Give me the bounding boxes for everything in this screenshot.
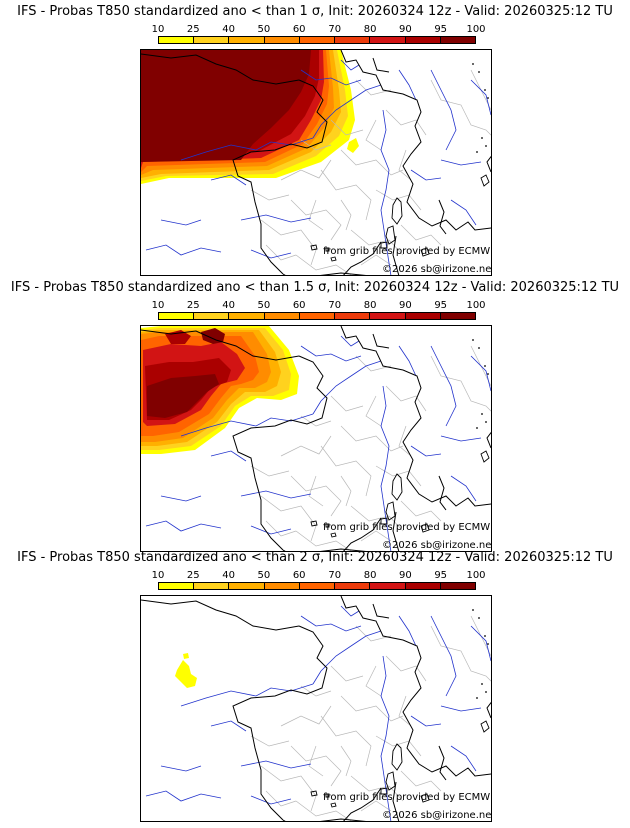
legend-swatch (194, 37, 230, 43)
legend-swatch (264, 37, 300, 43)
legend-tick: 100 (466, 24, 486, 35)
legend-tick: 25 (186, 24, 200, 35)
legend-tick: 90 (399, 300, 412, 311)
legend-tick: 25 (186, 300, 200, 311)
legend-tick: 95 (434, 24, 448, 35)
panel-title: IFS - Probas T850 standardized ano < tha… (17, 4, 613, 19)
legend-tick: 90 (399, 24, 412, 35)
legend-swatch (299, 313, 336, 319)
legend-colorbar (158, 312, 476, 320)
legend-swatch (194, 583, 230, 589)
source-credit: from grib files provided by ECMWF (323, 522, 492, 533)
legend-swatch (159, 37, 195, 43)
legend-colorbar (158, 36, 476, 44)
legend-tick: 70 (328, 300, 342, 311)
legend-tick: 40 (222, 570, 235, 581)
legend-tick: 60 (292, 300, 306, 311)
probability-map: from grib files provided by ECMWF ©2026 … (140, 49, 492, 276)
legend-tick: 10 (151, 570, 165, 581)
legend-tick: 95 (434, 300, 448, 311)
legend-swatch (335, 313, 371, 319)
legend-tick: 40 (222, 24, 235, 35)
legend-swatch (229, 313, 265, 319)
legend-tick: 10 (151, 300, 165, 311)
legend-tick: 100 (466, 300, 486, 311)
legend-tick: 80 (363, 570, 377, 581)
probability-field (141, 50, 359, 184)
legend-tick: 90 (399, 570, 412, 581)
legend-swatch (440, 313, 475, 319)
legend-swatch (405, 313, 441, 319)
legend-tick: 70 (328, 570, 342, 581)
legend-swatch (335, 583, 371, 589)
legend-tick: 100 (466, 570, 486, 581)
legend-swatch (194, 313, 230, 319)
panel-1-5-sigma: IFS - Probas T850 standardized ano < tha… (0, 276, 630, 552)
probability-legend: 10 25 40 50 60 70 80 90 95 100 (152, 24, 486, 48)
legend-swatch (299, 37, 336, 43)
copyright-credit: ©2026 sb@irizone.net (382, 810, 492, 821)
probability-field (141, 326, 299, 454)
legend-swatch (440, 37, 475, 43)
legend-tick: 50 (257, 570, 271, 581)
legend-swatch (264, 583, 300, 589)
legend-tick: 70 (328, 24, 342, 35)
legend-swatch (405, 583, 441, 589)
legend-tick: 80 (363, 300, 377, 311)
source-credit: from grib files provided by ECMWF (323, 246, 492, 257)
probability-map: from grib files provided by ECMWF ©2026 … (140, 325, 492, 552)
legend-tick: 40 (222, 300, 235, 311)
probability-field (175, 653, 197, 688)
probability-legend: 10 25 40 50 60 70 80 90 95 100 (152, 570, 486, 594)
legend-swatch (335, 37, 371, 43)
legend-swatch (159, 313, 195, 319)
legend-swatch (229, 37, 265, 43)
probability-map: from grib files provided by ECMWF ©2026 … (140, 595, 492, 822)
legend-tick: 60 (292, 24, 306, 35)
copyright-credit: ©2026 sb@irizone.net (382, 264, 492, 275)
panel-title: IFS - Probas T850 standardized ano < tha… (17, 550, 613, 565)
legend-swatch (440, 583, 475, 589)
legend-swatch (229, 583, 265, 589)
panel-title: IFS - Probas T850 standardized ano < tha… (10, 280, 620, 295)
legend-swatch (405, 37, 441, 43)
copyright-credit: ©2026 sb@irizone.net (382, 540, 492, 551)
legend-tick: 10 (151, 24, 165, 35)
source-credit: from grib files provided by ECMWF (323, 792, 492, 803)
legend-swatch (370, 37, 406, 43)
legend-tick: 95 (434, 570, 448, 581)
legend-tick: 25 (186, 570, 200, 581)
legend-colorbar (158, 582, 476, 590)
legend-swatch (299, 583, 336, 589)
legend-tick: 50 (257, 24, 271, 35)
legend-swatch (264, 313, 300, 319)
legend-tick: 50 (257, 300, 271, 311)
legend-swatch (370, 313, 406, 319)
legend-tick: 80 (363, 24, 377, 35)
legend-swatch (370, 583, 406, 589)
panel-2-sigma: IFS - Probas T850 standardized ano < tha… (0, 546, 630, 822)
legend-tick: 60 (292, 570, 306, 581)
panel-1-sigma: IFS - Probas T850 standardized ano < tha… (0, 0, 630, 276)
probability-legend: 10 25 40 50 60 70 80 90 95 100 (152, 300, 486, 324)
legend-swatch (159, 583, 195, 589)
